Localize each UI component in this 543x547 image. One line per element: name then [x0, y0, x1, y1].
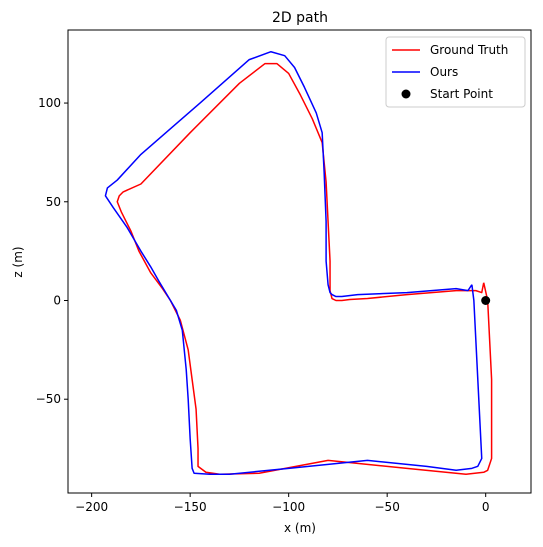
- y-axis-label: z (m): [11, 246, 25, 277]
- legend: Ground Truth Ours Start Point: [385, 36, 526, 108]
- start-point-marker: [481, 295, 491, 305]
- legend-label-start-point: Start Point: [430, 87, 493, 101]
- x-tick-label: −100: [272, 500, 305, 514]
- x-tick-label: −150: [174, 500, 207, 514]
- x-tick-label: 0: [482, 500, 490, 514]
- legend-frame: [385, 36, 526, 108]
- chart-title: 2D path: [272, 10, 328, 26]
- legend-label-ours: Ours: [430, 65, 458, 79]
- y-tick-label: 100: [38, 96, 61, 110]
- plot-frame: [67, 29, 532, 494]
- series-layer: [104, 50, 493, 475]
- x-axis-label: x (m): [284, 521, 316, 535]
- y-tick-label: 50: [46, 195, 61, 209]
- y-axis-ticks: −50 0 50 100: [36, 96, 68, 406]
- series-line-ground-truth: [116, 62, 493, 475]
- series-line-ours: [104, 50, 483, 475]
- legend-marker-start-point: [401, 89, 411, 99]
- x-tick-label: −50: [375, 500, 400, 514]
- legend-label-ground-truth: Ground Truth: [430, 43, 508, 57]
- x-axis-ticks: −200 −150 −100 −50 0: [75, 493, 490, 514]
- y-tick-label: 0: [53, 293, 61, 307]
- x-tick-label: −200: [75, 500, 108, 514]
- y-tick-label: −50: [36, 392, 61, 406]
